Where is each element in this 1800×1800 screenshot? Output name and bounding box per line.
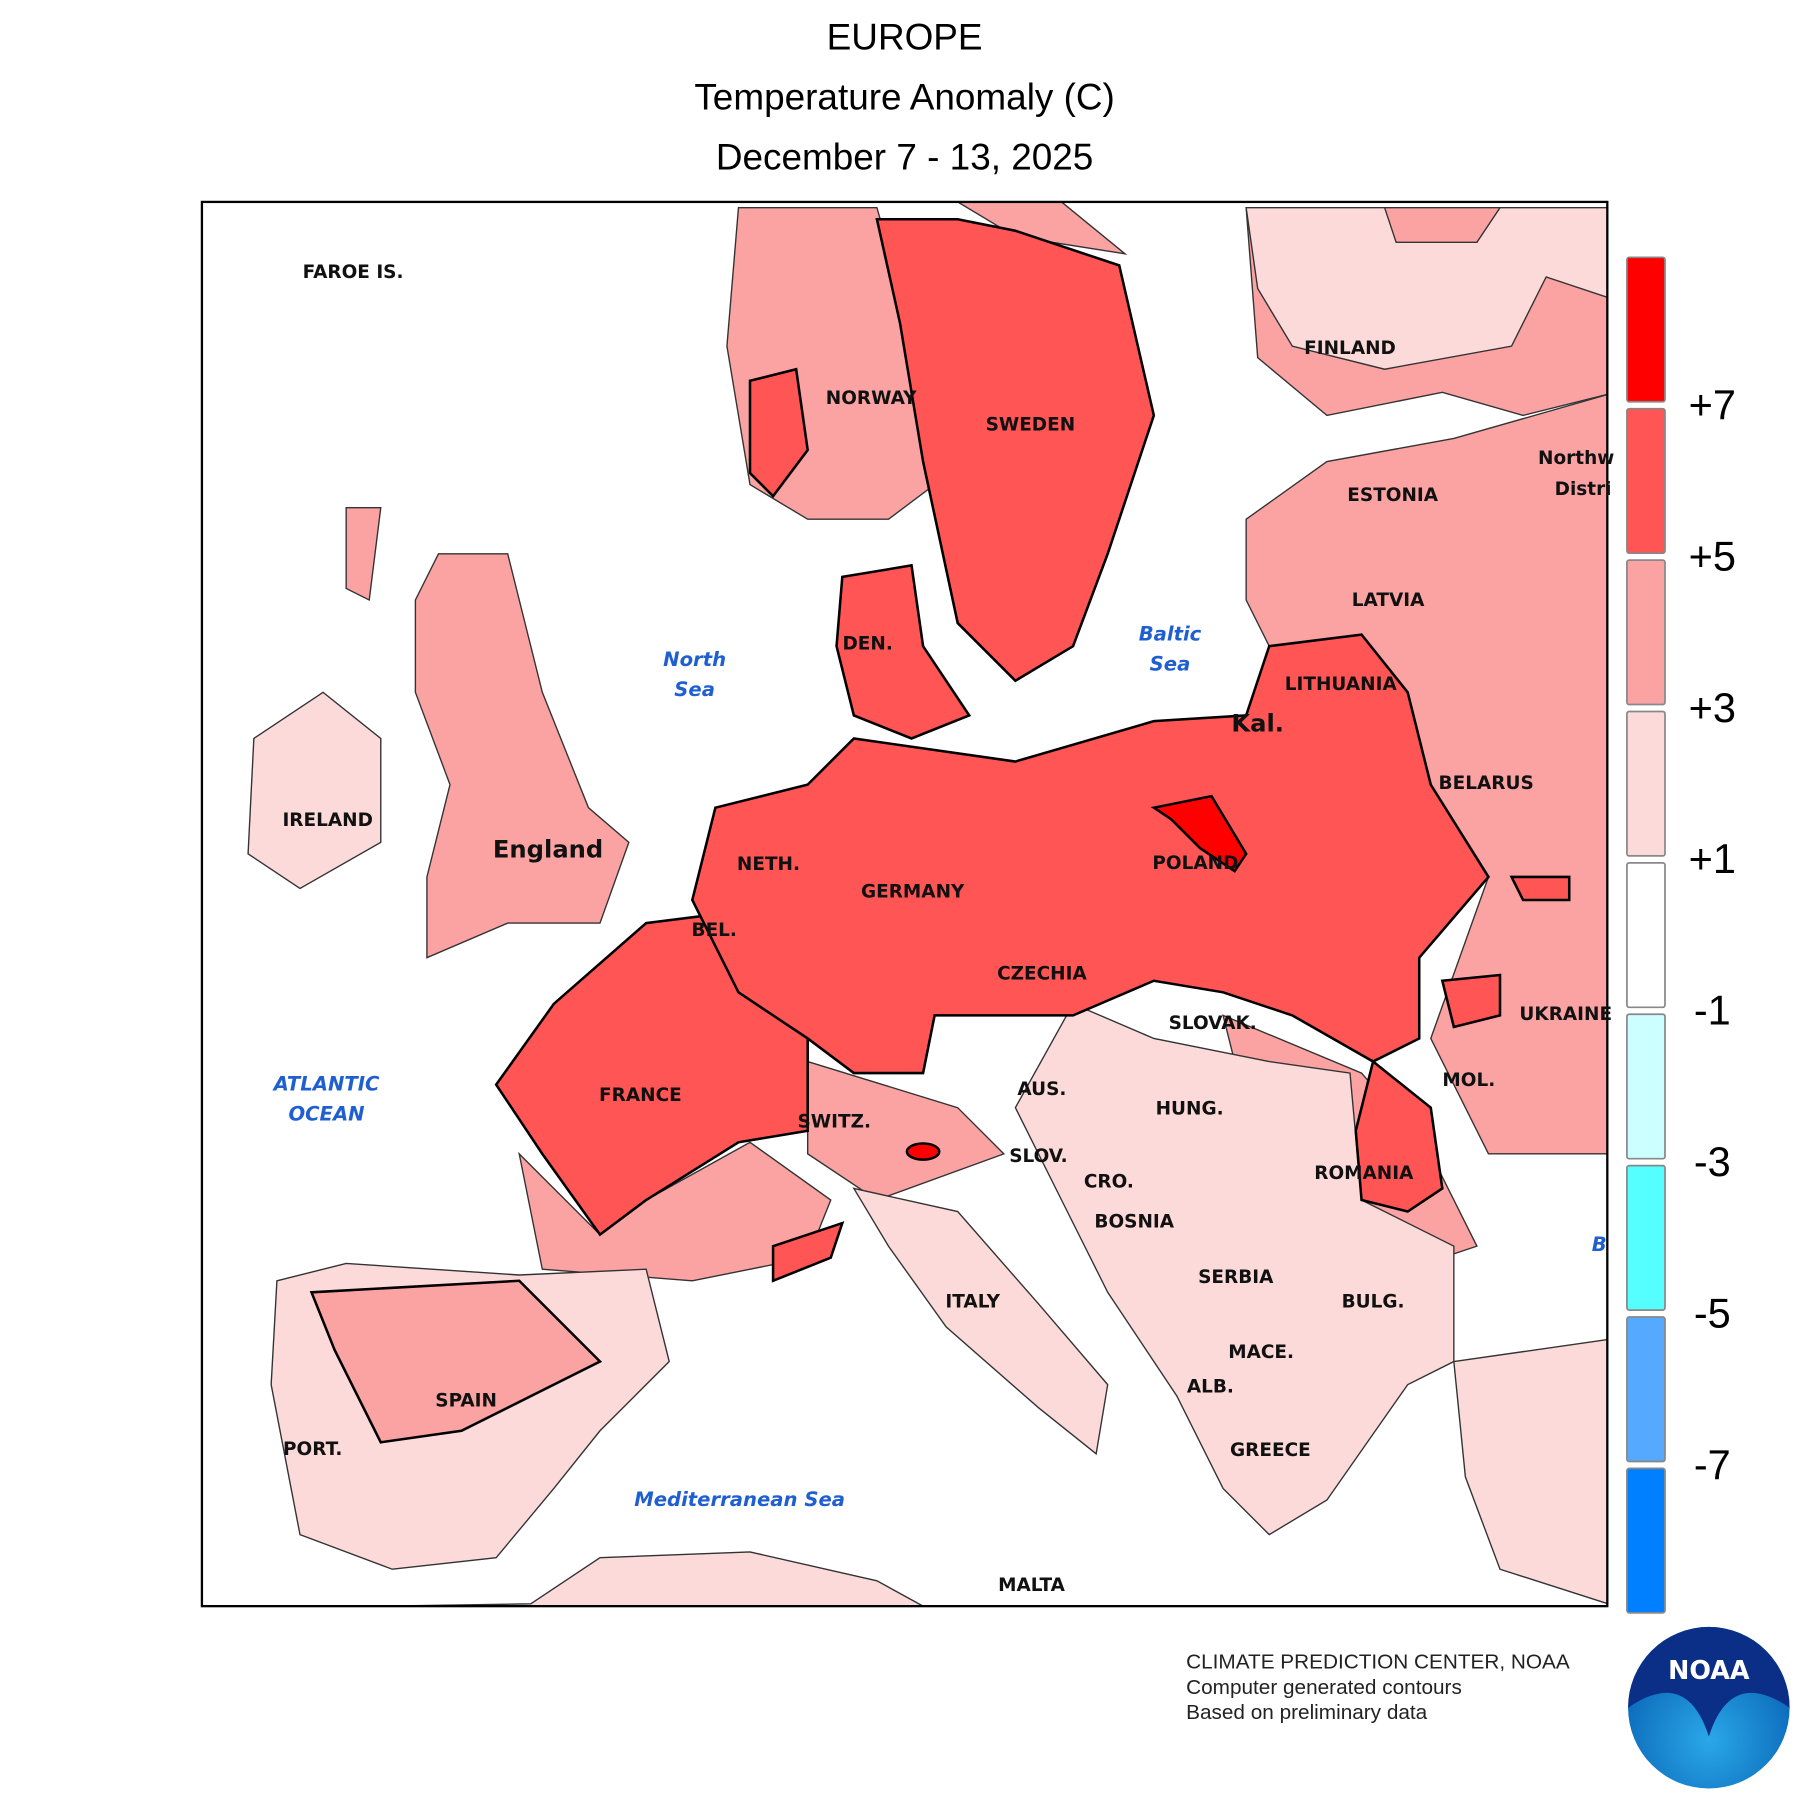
sea-label: Baltic xyxy=(1139,622,1202,645)
place-label: BEL. xyxy=(692,920,737,941)
place-label: CRO. xyxy=(1084,1171,1134,1192)
colorbar-bin xyxy=(1626,256,1666,403)
map-labels: FAROE IS. NORWAY SWEDEN FINLAND ESTONIA LATVI… xyxy=(272,262,1615,1596)
colorbar-label: -3 xyxy=(1694,1138,1731,1185)
place-label: SPAIN xyxy=(435,1391,497,1412)
place-label: AUS. xyxy=(1017,1079,1066,1100)
footer-line: Computer generated contours xyxy=(1186,1676,1462,1699)
sea-label: OCEAN xyxy=(289,1102,365,1125)
date: December 7 - 13, 2025 xyxy=(716,137,1093,178)
place-label: GERMANY xyxy=(861,882,965,903)
colorbar-bin xyxy=(1626,861,1666,1009)
colorbar-bin xyxy=(1626,1164,1666,1311)
place-label: Distri xyxy=(1555,479,1612,500)
place-label: FINLAND xyxy=(1304,338,1396,359)
colorbar-bin xyxy=(1626,1316,1666,1463)
place-label: NORWAY xyxy=(826,388,917,409)
colorbar-label: +3 xyxy=(1689,684,1736,731)
colorbar-label: -7 xyxy=(1694,1441,1731,1488)
place-label: SLOV. xyxy=(1009,1146,1068,1167)
colorbar-bin xyxy=(1626,559,1666,706)
place-label: IRELAND xyxy=(282,810,372,831)
logo-text: NOAA xyxy=(1668,1655,1750,1685)
place-label: LATVIA xyxy=(1352,590,1425,611)
place-label: PORT. xyxy=(283,1439,342,1460)
title: EUROPE xyxy=(827,17,983,58)
colorbar-bin xyxy=(1626,1467,1666,1614)
place-label: MALTA xyxy=(998,1575,1066,1596)
sea-label: B xyxy=(1592,1233,1607,1256)
place-label: ROMANIA xyxy=(1314,1163,1414,1184)
colorbar-bin xyxy=(1626,710,1666,857)
colorbar-label: +7 xyxy=(1689,381,1736,428)
place-label: England xyxy=(493,835,603,863)
place-label: LITHUANIA xyxy=(1285,674,1398,695)
anomaly-5-7 xyxy=(494,217,1571,1283)
footer: CLIMATE PREDICTION CENTER, NOAA Computer… xyxy=(1186,1650,1570,1724)
place-label: UKRAINE xyxy=(1519,1004,1612,1025)
noaa-logo: NOAA xyxy=(1628,1626,1790,1789)
place-label: ESTONIA xyxy=(1347,485,1438,506)
place-label: BULG. xyxy=(1342,1291,1405,1312)
place-label: ALB. xyxy=(1187,1377,1234,1398)
place-label: BOSNIA xyxy=(1094,1212,1174,1233)
place-label: DEN. xyxy=(842,634,892,655)
colorbar-label: +5 xyxy=(1689,532,1736,579)
place-label: MACE. xyxy=(1228,1342,1294,1363)
place-label: MOL. xyxy=(1442,1070,1495,1091)
map-frame xyxy=(200,200,1609,1608)
colorbar-label: -5 xyxy=(1694,1289,1731,1336)
place-label: SWITZ. xyxy=(797,1111,871,1132)
footer-line: Based on preliminary data xyxy=(1186,1701,1428,1724)
place-label: ITALY xyxy=(945,1291,1000,1312)
colorbar-label: +1 xyxy=(1689,835,1736,882)
anomaly-3-5-patch xyxy=(309,1279,603,1444)
sea-label: ATLANTIC xyxy=(272,1072,380,1095)
sea-label: Mediterranean Sea xyxy=(634,1488,845,1511)
place-label: SWEDEN xyxy=(986,414,1076,435)
anomaly-above-7 xyxy=(905,794,1248,1161)
place-label: CZECHIA xyxy=(997,964,1087,985)
place-label: FAROE IS. xyxy=(303,262,404,283)
colorbar: +7 +5 +3 +1 -1 -3 -5 -7 xyxy=(1626,256,1736,1614)
place-label: SLOVAK. xyxy=(1169,1013,1257,1034)
colorbar-bin xyxy=(1626,407,1666,555)
place-label: Northw xyxy=(1538,448,1614,469)
place-label: SERBIA xyxy=(1198,1267,1274,1288)
sea-label: Sea xyxy=(674,678,715,701)
sea-label: North xyxy=(663,648,726,671)
place-label: NETH. xyxy=(737,854,800,875)
place-label: GREECE xyxy=(1230,1440,1311,1461)
place-label: FRANCE xyxy=(599,1085,682,1106)
place-label: POLAND xyxy=(1152,853,1238,874)
place-label: Kal. xyxy=(1231,710,1284,738)
colorbar-label: -1 xyxy=(1694,987,1731,1034)
colorbar-bin xyxy=(1626,1013,1666,1160)
footer-line: CLIMATE PREDICTION CENTER, NOAA xyxy=(1186,1650,1570,1673)
logo-top xyxy=(1628,1626,1790,1737)
sea-label: Sea xyxy=(1150,652,1191,675)
place-label: BELARUS xyxy=(1439,773,1534,794)
place-label: HUNG. xyxy=(1156,1099,1224,1120)
subtitle: Temperature Anomaly (C) xyxy=(694,77,1114,118)
map-shapes xyxy=(247,201,1608,1607)
